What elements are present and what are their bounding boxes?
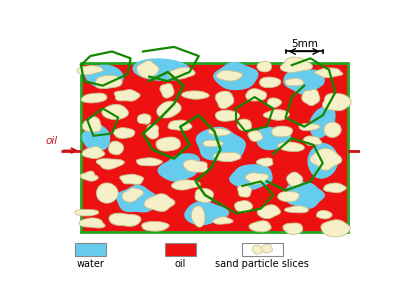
Polygon shape	[144, 194, 175, 212]
Polygon shape	[168, 67, 195, 79]
Polygon shape	[249, 221, 271, 232]
Polygon shape	[278, 142, 304, 152]
Polygon shape	[136, 158, 162, 166]
Polygon shape	[213, 152, 241, 162]
Polygon shape	[122, 188, 143, 202]
Polygon shape	[299, 123, 320, 131]
Bar	[165, 244, 196, 256]
Polygon shape	[157, 101, 181, 118]
Polygon shape	[168, 120, 192, 131]
Polygon shape	[85, 65, 124, 89]
Polygon shape	[285, 78, 304, 86]
Polygon shape	[77, 66, 103, 75]
Polygon shape	[132, 58, 191, 81]
Polygon shape	[156, 137, 180, 151]
Polygon shape	[109, 213, 141, 226]
Polygon shape	[315, 68, 343, 78]
Polygon shape	[263, 110, 289, 120]
Polygon shape	[82, 147, 105, 159]
Polygon shape	[203, 140, 224, 147]
Polygon shape	[316, 210, 332, 219]
Bar	[242, 244, 282, 256]
Polygon shape	[82, 117, 101, 132]
Polygon shape	[184, 201, 229, 225]
Polygon shape	[302, 89, 320, 106]
Polygon shape	[235, 201, 253, 212]
Polygon shape	[191, 206, 205, 227]
Polygon shape	[245, 173, 269, 184]
Bar	[81, 63, 348, 231]
Polygon shape	[280, 57, 312, 73]
Polygon shape	[287, 172, 303, 186]
Polygon shape	[309, 106, 336, 139]
Polygon shape	[137, 114, 151, 124]
Polygon shape	[158, 153, 200, 182]
Polygon shape	[262, 244, 272, 253]
Bar	[75, 244, 106, 256]
Polygon shape	[237, 119, 252, 131]
Polygon shape	[80, 171, 98, 181]
Polygon shape	[310, 148, 342, 170]
Polygon shape	[278, 192, 299, 202]
Polygon shape	[324, 183, 346, 193]
Polygon shape	[256, 158, 273, 167]
Polygon shape	[252, 245, 264, 254]
Polygon shape	[283, 223, 303, 234]
Polygon shape	[308, 143, 338, 179]
Polygon shape	[303, 136, 322, 145]
Polygon shape	[260, 77, 281, 88]
Polygon shape	[256, 127, 291, 150]
Polygon shape	[216, 70, 242, 81]
Polygon shape	[172, 180, 200, 190]
Polygon shape	[321, 220, 350, 237]
Polygon shape	[257, 205, 280, 219]
Polygon shape	[95, 75, 122, 89]
Polygon shape	[208, 128, 231, 136]
Polygon shape	[120, 174, 144, 184]
Polygon shape	[183, 160, 207, 172]
Polygon shape	[142, 221, 169, 231]
Polygon shape	[286, 182, 325, 209]
Polygon shape	[96, 183, 118, 203]
Polygon shape	[213, 62, 258, 90]
Polygon shape	[213, 217, 233, 224]
Polygon shape	[160, 83, 174, 98]
Polygon shape	[108, 141, 124, 155]
Text: water: water	[76, 260, 104, 269]
Polygon shape	[324, 122, 341, 138]
Polygon shape	[114, 90, 140, 101]
Polygon shape	[79, 218, 105, 228]
Polygon shape	[246, 89, 266, 101]
Polygon shape	[284, 206, 308, 213]
Polygon shape	[215, 110, 240, 121]
Text: sand particle slices: sand particle slices	[216, 260, 309, 269]
Polygon shape	[196, 127, 246, 162]
Polygon shape	[215, 91, 234, 109]
Polygon shape	[81, 93, 107, 103]
Polygon shape	[182, 91, 209, 99]
Polygon shape	[116, 185, 158, 213]
Polygon shape	[257, 61, 272, 72]
Polygon shape	[82, 124, 110, 152]
Polygon shape	[283, 70, 325, 95]
Polygon shape	[102, 104, 128, 120]
Text: oil: oil	[46, 136, 58, 147]
Polygon shape	[137, 61, 159, 78]
Polygon shape	[75, 209, 99, 216]
Polygon shape	[248, 131, 263, 141]
Polygon shape	[229, 164, 273, 190]
Polygon shape	[238, 185, 252, 197]
Text: oil: oil	[174, 260, 186, 269]
Polygon shape	[113, 128, 135, 139]
Polygon shape	[272, 126, 292, 137]
Polygon shape	[146, 125, 159, 139]
Polygon shape	[267, 98, 282, 107]
Polygon shape	[96, 159, 124, 169]
Polygon shape	[322, 93, 351, 111]
Polygon shape	[195, 188, 214, 203]
Text: 5mm: 5mm	[291, 39, 318, 49]
